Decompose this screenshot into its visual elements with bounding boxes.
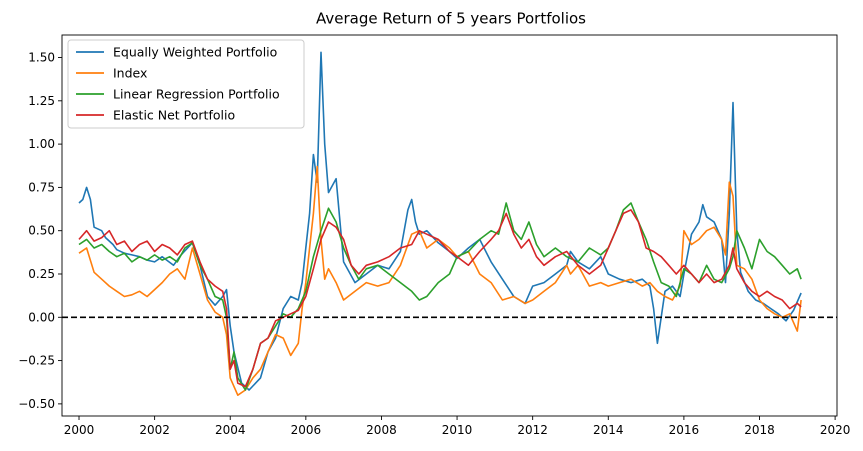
legend-entry: Index: [113, 66, 147, 81]
x-tick-label: 2020: [820, 423, 851, 437]
legend-entry: Elastic Net Portfolio: [113, 108, 235, 123]
x-tick-label: 2014: [593, 423, 624, 437]
x-tick-label: 2012: [517, 423, 548, 437]
legend-box: [67, 39, 305, 129]
chart-title: Average Return of 5 years Portfolios: [316, 10, 586, 28]
y-tick-label: 0.50: [28, 224, 55, 238]
y-tick-label: 0.00: [28, 310, 55, 324]
y-tick-label: 1.50: [28, 51, 55, 65]
x-tick-label: 2010: [442, 423, 473, 437]
y-tick-label: −0.50: [18, 397, 55, 411]
legend: Equally Weighted Portfolio Index Linear Re…: [67, 39, 305, 129]
y-tick-label: −0.25: [18, 354, 55, 368]
y-axis: −0.50 −0.25 0.00 0.25 0.50 0.75 1.00 1.25 1.50: [18, 51, 62, 411]
series-line-4: [78, 209, 802, 388]
legend-entry: Equally Weighted Portfolio: [113, 45, 277, 60]
x-tick-label: 2006: [291, 423, 322, 437]
x-tick-label: 2002: [139, 423, 170, 437]
x-tick-label: 2000: [64, 423, 95, 437]
x-tick-label: 2008: [366, 423, 397, 437]
series-layer: [78, 51, 802, 396]
series-line-1: [78, 51, 802, 391]
y-tick-label: 1.25: [28, 94, 55, 108]
y-tick-label: 0.25: [28, 267, 55, 281]
legend-entry: Linear Regression Portfolio: [113, 87, 280, 102]
x-axis: 2000 2002 2004 2006 2008 2010 2012 2014 2016 2018…: [64, 416, 851, 437]
x-tick-label: 2016: [669, 423, 700, 437]
y-tick-label: 0.75: [28, 180, 55, 194]
x-tick-label: 2018: [744, 423, 775, 437]
plot-frame: [61, 34, 838, 417]
x-tick-label: 2004: [215, 423, 246, 437]
y-tick-label: 1.00: [28, 137, 55, 151]
series-line-2: [78, 165, 802, 396]
